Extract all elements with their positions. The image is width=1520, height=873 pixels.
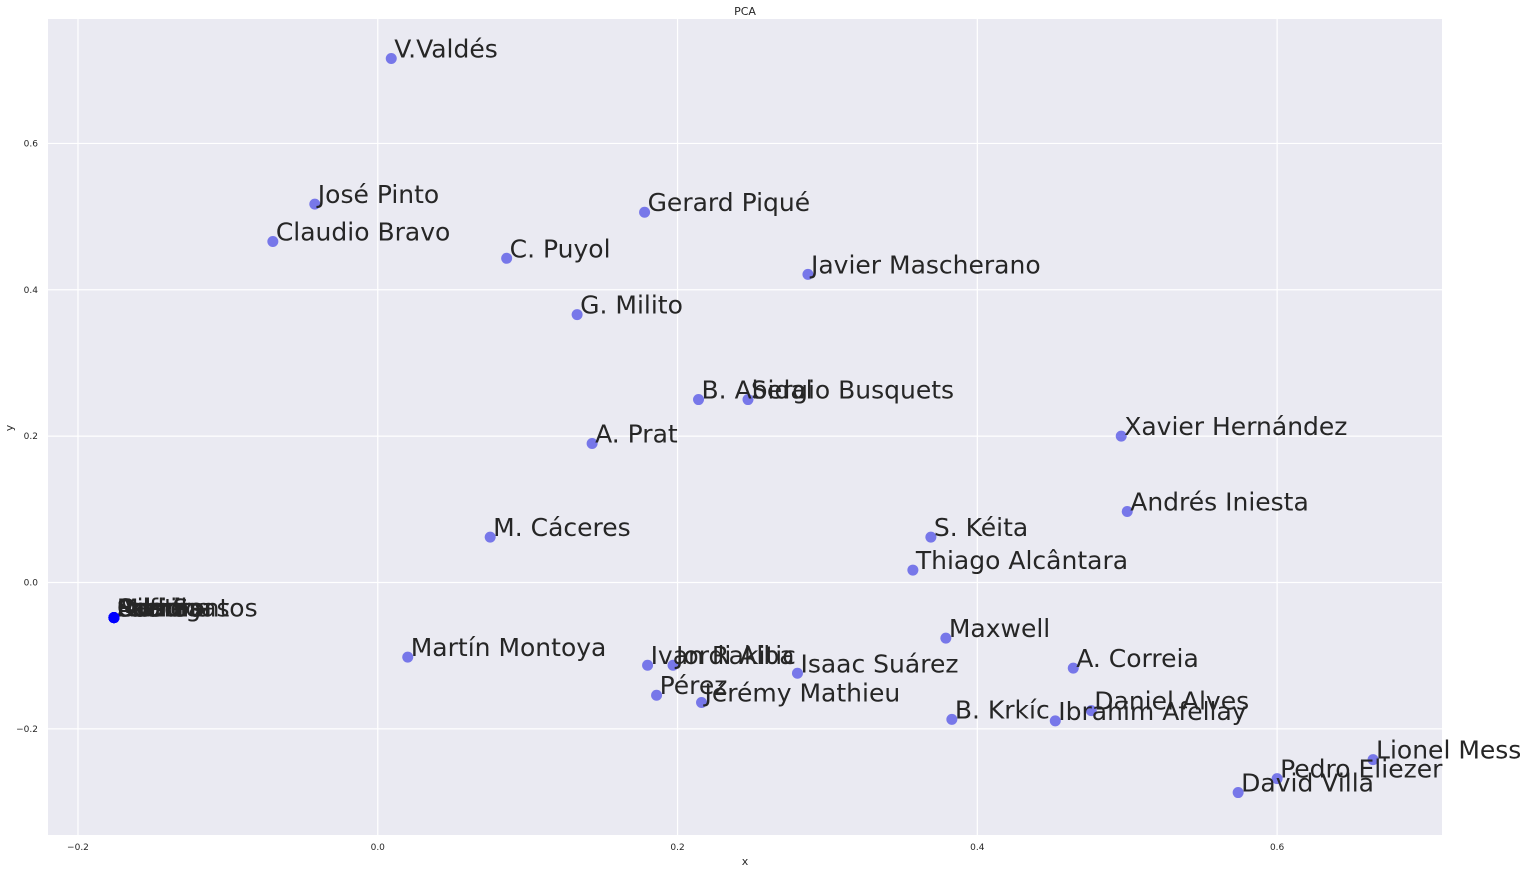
- data-point: [385, 53, 397, 65]
- point-label: C. Puyol: [510, 234, 611, 263]
- cluster-label: Rafinha: [117, 594, 212, 623]
- point-label: Javier Mascherano: [809, 250, 1041, 279]
- point-label: Lionel Messi: [1376, 736, 1520, 765]
- data-point: [946, 713, 958, 725]
- data-point: [586, 437, 598, 449]
- chart-title: PCA: [734, 5, 756, 18]
- data-point: [940, 632, 952, 644]
- point-label: M. Cáceres: [493, 513, 631, 542]
- cluster-label: Oier: [117, 594, 170, 623]
- y-axis-label: y: [3, 424, 16, 431]
- data-point: [742, 394, 754, 406]
- overlapping-cluster: FabregasFabioSantosRafinhaSandroMunirAda…: [108, 594, 258, 624]
- data-point: [309, 198, 321, 210]
- data-point: [907, 564, 919, 576]
- point-label: Isaac Suárez: [800, 649, 958, 678]
- point-label: José Pinto: [316, 180, 439, 209]
- x-tick-label: 0.2: [670, 843, 684, 853]
- data-point: [1085, 705, 1097, 717]
- y-tick-label: 0.4: [24, 286, 39, 296]
- point-labels: V.Valdés José Pinto Gerard Piqué Claudio Br…: [276, 35, 1520, 798]
- point-label: Ibrahim Afellay: [1058, 697, 1247, 726]
- point-label: Thiago Alcântara: [915, 546, 1128, 575]
- y-tick-label: 0.6: [24, 139, 39, 149]
- x-tick-label: 0.0: [371, 843, 386, 853]
- data-point: [501, 252, 513, 264]
- cluster-label: Rodri: [117, 594, 182, 623]
- cluster-label: Fabregas: [117, 594, 230, 623]
- grid-lines: [48, 19, 1442, 835]
- cluster-label: Santos: [117, 594, 202, 623]
- cluster-label: Fabio: [117, 594, 183, 623]
- point-label: Pérez: [660, 671, 728, 700]
- point-label: David Villa: [1241, 769, 1374, 798]
- data-point: [1049, 715, 1061, 727]
- data-point: [925, 531, 937, 543]
- point-label: Claudio Bravo: [276, 217, 450, 246]
- y-tick-label: 0.2: [24, 432, 38, 442]
- cluster-point: [108, 612, 120, 624]
- point-label: Ivan Rakitic: [651, 641, 796, 670]
- point-label: Daniel Alves: [1094, 687, 1249, 716]
- point-label: A. Correia: [1076, 644, 1199, 673]
- point-label: Gerard Piqué: [648, 188, 811, 217]
- cluster-label: Munir: [117, 594, 188, 623]
- cluster-label: Sandro: [117, 594, 205, 623]
- data-point: [571, 309, 583, 321]
- data-point: [642, 659, 654, 671]
- y-tick-label: −0.2: [16, 725, 38, 735]
- x-tick-label: 0.6: [1270, 843, 1285, 853]
- cluster-label: Dos Santos: [117, 594, 258, 623]
- point-label: Xavier Hernández: [1124, 412, 1347, 441]
- data-point: [639, 206, 651, 218]
- plot-area: [48, 19, 1442, 835]
- point-label: Jordi Alba: [674, 641, 795, 670]
- data-point: [1367, 754, 1379, 766]
- axis-ticks: −0.2 0.0 0.2 0.4 0.6 −0.2 0.0 0.2 0.4 0.6: [16, 139, 1284, 853]
- point-label: A. Prat: [595, 419, 678, 448]
- data-point: [1067, 662, 1079, 674]
- point-label: Jérémy Mathieu: [703, 679, 901, 708]
- data-point: [402, 651, 414, 663]
- point-label: Pedro Eliezer: [1280, 755, 1443, 784]
- point-label: Maxwell: [949, 614, 1050, 643]
- point-label: G. Milito: [580, 291, 683, 320]
- data-point: [651, 689, 663, 701]
- data-point: [802, 268, 814, 280]
- data-points: [267, 53, 1379, 799]
- y-tick-label: 0.0: [24, 579, 39, 589]
- x-tick-label: −0.2: [67, 843, 89, 853]
- data-point: [693, 394, 705, 406]
- data-point: [1115, 430, 1127, 442]
- point-label: Sergio Busquets: [751, 376, 954, 405]
- point-label: B. Abidal: [702, 376, 813, 405]
- data-point: [696, 697, 708, 709]
- data-point: [267, 235, 279, 247]
- point-label: Andrés Iniesta: [1130, 488, 1309, 517]
- data-point: [1271, 773, 1283, 785]
- data-point: [667, 659, 679, 671]
- point-label: S. Kéita: [934, 513, 1028, 542]
- point-label: B. Krkíc: [955, 695, 1050, 724]
- data-point: [484, 531, 496, 543]
- x-axis-label: x: [742, 855, 749, 868]
- data-point: [791, 667, 803, 679]
- data-point: [1232, 787, 1244, 799]
- data-point: [1121, 506, 1133, 518]
- point-label: V.Valdés: [394, 35, 498, 64]
- point-label: Martín Montoya: [411, 633, 607, 662]
- x-tick-label: 0.4: [970, 843, 985, 853]
- cluster-label: Adama: [117, 594, 205, 623]
